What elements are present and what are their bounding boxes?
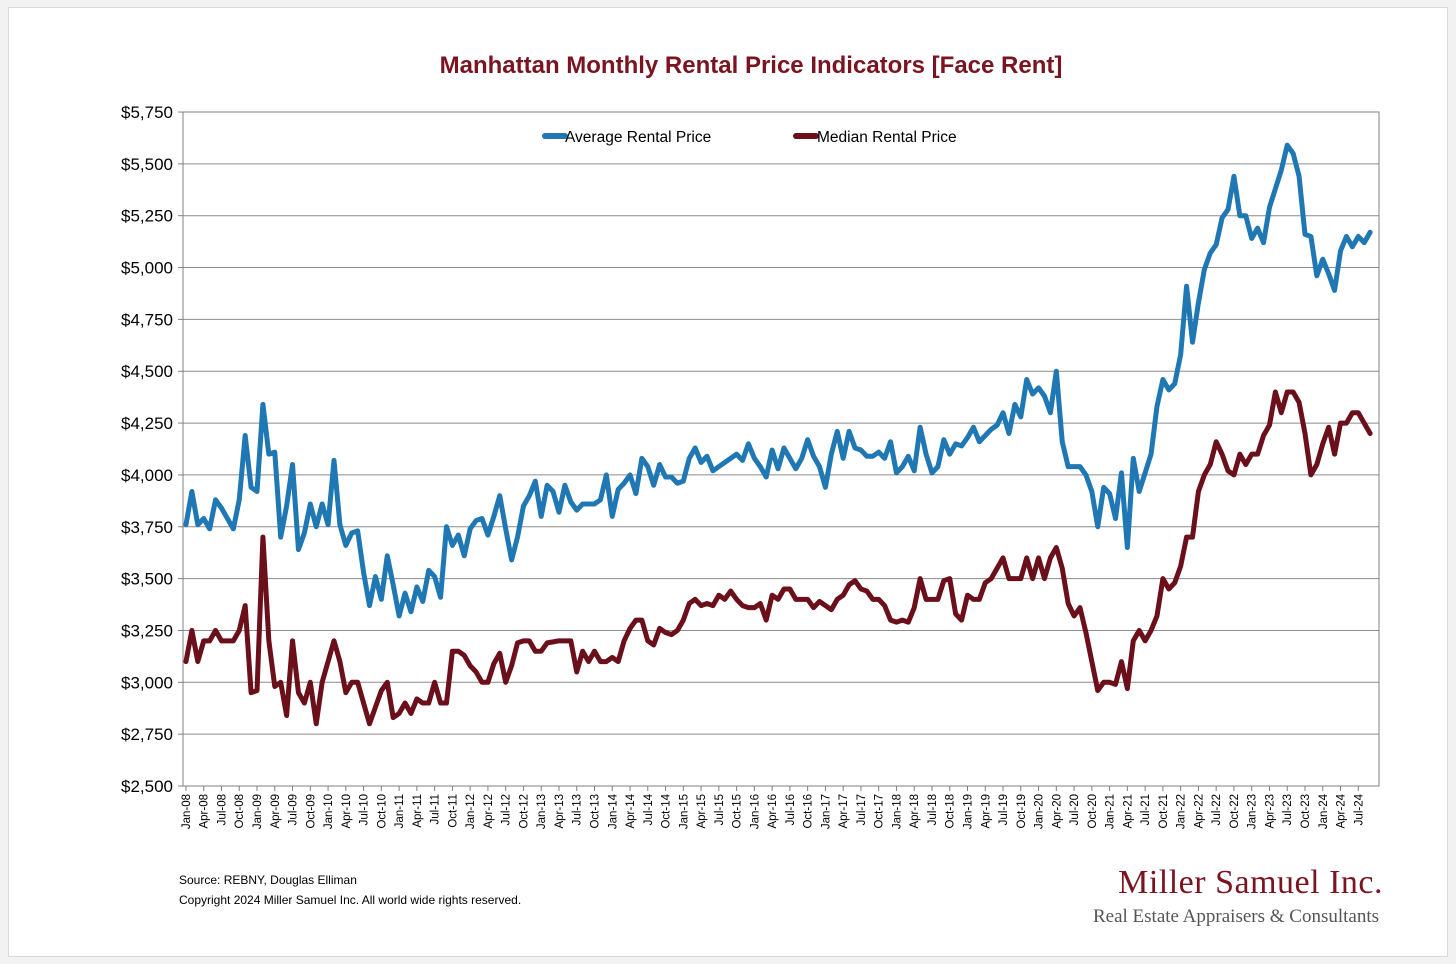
x-tick-label: Jan-18	[891, 794, 903, 829]
y-tick-label: $3,500	[121, 570, 173, 589]
x-tick-label: Jul-08	[216, 794, 228, 825]
y-tick-label: $5,250	[121, 207, 173, 226]
y-tick-label: $2,750	[121, 725, 173, 744]
x-tick-label: Jul-24	[1353, 793, 1365, 825]
x-tick-label: Jul-10	[359, 794, 371, 825]
company-logo: Miller Samuel Inc. Real Estate Appraiser…	[1093, 864, 1383, 927]
series-line-average-rental-price	[183, 142, 1373, 619]
x-tick-label: Jan-08	[181, 794, 193, 829]
x-tick-label: Jan-21	[1105, 794, 1117, 829]
series-layer	[183, 142, 1373, 727]
x-tick-label: Oct-14	[661, 793, 673, 828]
y-tick-label: $3,000	[121, 673, 173, 692]
x-tick-label: Apr-16	[767, 794, 779, 829]
x-tick-label: Jul-14	[643, 793, 655, 825]
x-tick-label: Apr-19	[980, 794, 992, 829]
y-tick-label: $4,750	[121, 310, 173, 329]
y-tick-label: $3,750	[121, 518, 173, 537]
x-tick-label: Oct-09	[305, 794, 317, 829]
x-tick-label: Jan-10	[323, 794, 335, 829]
x-tick-label: Jul-13	[572, 794, 584, 825]
x-tick-label: Oct-19	[1016, 794, 1028, 829]
x-tick-label: Jul-16	[785, 794, 797, 825]
x-tick-label: Oct-08	[234, 794, 246, 829]
x-axis-ticks: Jan-08 Apr-08 Jul-08 Oct-08 Jan-09 Apr-09 Jul-…	[181, 786, 1365, 829]
x-tick-label: Jul-15	[714, 794, 726, 825]
x-tick-label: Jan-11	[394, 794, 406, 828]
x-tick-label: Apr-23	[1264, 794, 1276, 829]
x-tick-label: Jul-22	[1211, 794, 1223, 825]
y-tick-label: $5,500	[121, 155, 173, 174]
x-tick-label: Apr-20	[1051, 794, 1063, 829]
x-tick-label: Jan-20	[1034, 794, 1046, 829]
x-tick-label: Apr-12	[483, 794, 495, 829]
y-tick-label: $4,000	[121, 466, 173, 485]
logo-tagline: Real Estate Appraisers & Consultants	[1093, 906, 1379, 927]
x-tick-label: Jan-19	[963, 794, 975, 829]
x-tick-label: Oct-15	[732, 794, 744, 829]
x-tick-label: Jul-17	[856, 794, 868, 825]
x-tick-label: Jan-16	[749, 794, 761, 829]
x-tick-label: Oct-20	[1087, 794, 1099, 829]
x-tick-label: Apr-10	[341, 794, 353, 829]
x-tick-label: Oct-12	[518, 794, 530, 829]
legend: Average Rental Price Median Rental Price	[542, 129, 957, 146]
y-tick-label: $4,250	[121, 414, 173, 433]
x-tick-label: Jul-19	[998, 794, 1010, 825]
x-tick-label: Oct-18	[945, 794, 957, 829]
x-tick-label: Jul-20	[1069, 794, 1081, 825]
x-tick-label: Jan-13	[536, 794, 548, 829]
x-tick-label: Apr-14	[625, 793, 637, 828]
y-tick-label: $4,500	[121, 362, 173, 381]
chart-frame: Manhattan Monthly Rental Price Indicator…	[8, 7, 1448, 957]
source-note: Source: REBNY, Douglas Elliman	[179, 873, 357, 887]
x-tick-label: Oct-21	[1158, 794, 1170, 829]
x-tick-label: Jul-23	[1282, 794, 1294, 825]
x-tick-label: Oct-23	[1300, 794, 1312, 829]
x-tick-label: Jan-17	[820, 794, 832, 829]
x-tick-label: Oct-13	[589, 794, 601, 829]
copyright-note: Copyright 2024 Miller Samuel Inc. All wo…	[179, 893, 521, 907]
y-tick-label: $2,500	[121, 777, 173, 796]
chart-canvas: Manhattan Monthly Rental Price Indicator…	[121, 52, 1383, 927]
x-tick-label: Jan-09	[252, 794, 264, 829]
x-tick-label: Jul-11	[430, 794, 442, 824]
x-tick-label: Apr-17	[838, 794, 850, 829]
x-tick-label: Apr-08	[199, 794, 211, 829]
x-tick-label: Apr-15	[696, 794, 708, 829]
x-tick-label: Oct-16	[803, 794, 815, 829]
y-axis-ticks: $2,500 $2,750 $3,000 $3,250 $3,500 $3,750 $4,0…	[121, 103, 183, 796]
x-tick-label: Oct-22	[1229, 794, 1241, 829]
y-tick-label: $3,250	[121, 621, 173, 640]
x-tick-label: Jul-21	[1140, 794, 1152, 825]
y-tick-label: $5,750	[121, 103, 173, 122]
x-tick-label: Apr-13	[554, 794, 566, 829]
grid-layer	[183, 163, 1379, 735]
x-tick-label: Jan-23	[1247, 794, 1259, 829]
plot-area-border	[182, 111, 1380, 787]
logo-name: Miller Samuel Inc.	[1118, 864, 1383, 901]
x-tick-label: Oct-17	[874, 794, 886, 829]
legend-label-median: Median Rental Price	[817, 129, 957, 146]
x-tick-label: Jul-09	[288, 794, 300, 825]
x-tick-label: Jan-12	[465, 794, 477, 829]
x-tick-label: Oct-10	[376, 794, 388, 829]
x-tick-label: Apr-24	[1336, 793, 1348, 828]
x-tick-label: Jan-24	[1318, 793, 1330, 829]
x-tick-label: Jul-18	[927, 794, 939, 825]
y-tick-label: $5,000	[121, 259, 173, 278]
x-tick-label: Jan-15	[678, 794, 690, 829]
x-tick-label: Jul-12	[501, 794, 513, 825]
x-tick-label: Apr-18	[909, 794, 921, 829]
x-tick-label: Jan-22	[1176, 794, 1188, 829]
x-tick-label: Apr-09	[270, 794, 282, 829]
x-tick-label: Apr-21	[1122, 794, 1134, 829]
x-tick-label: Apr-22	[1193, 794, 1205, 829]
chart-title: Manhattan Monthly Rental Price Indicator…	[440, 52, 1063, 79]
x-tick-label: Apr-11	[412, 794, 424, 828]
x-tick-label: Jan-14	[607, 793, 619, 829]
x-tick-label: Oct-11	[447, 794, 459, 828]
series-line-median-rental-price	[183, 389, 1373, 727]
legend-label-average: Average Rental Price	[565, 129, 711, 146]
